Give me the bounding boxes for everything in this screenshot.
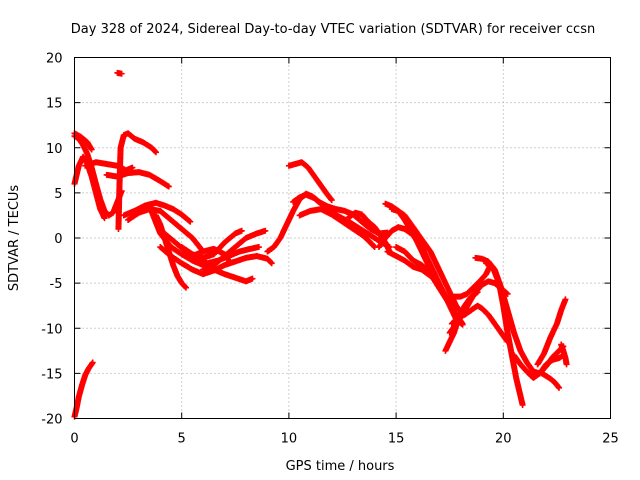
series-arc-16 xyxy=(200,227,269,273)
data-point xyxy=(328,197,335,204)
data-point xyxy=(268,260,275,267)
series-arc-36 xyxy=(534,296,569,368)
series-arc-30 xyxy=(444,262,494,305)
x-tick-label: 10 xyxy=(281,432,298,447)
data-point xyxy=(562,296,569,303)
grid-lines xyxy=(74,57,611,419)
data-point xyxy=(249,275,256,282)
y-axis-label: SDTVAR / TECUs xyxy=(7,185,22,292)
y-tick-labels: -20 -15 -10 -5 0 5 10 15 20 xyxy=(41,52,62,428)
y-tick-label: -15 xyxy=(41,367,62,382)
series-arc-07 xyxy=(115,130,159,232)
data-point xyxy=(152,149,159,156)
data-series xyxy=(71,69,570,420)
y-tick-label: 0 xyxy=(54,232,62,247)
x-tick-label: 5 xyxy=(178,432,186,447)
data-point xyxy=(129,164,136,171)
series-arc-14 xyxy=(157,244,275,278)
series-arc-08 xyxy=(114,69,125,77)
x-tick-label: 20 xyxy=(495,432,512,447)
data-point xyxy=(101,215,108,222)
x-axis-label: GPS time / hours xyxy=(286,459,395,474)
data-point xyxy=(370,243,377,250)
data-point xyxy=(186,217,193,224)
data-point xyxy=(519,401,526,408)
data-point xyxy=(89,359,96,366)
series-arc-19 xyxy=(285,159,335,204)
series-arc-12 xyxy=(146,203,256,285)
y-tick-label: -20 xyxy=(41,413,62,428)
x-tick-labels: 0 5 10 15 20 25 xyxy=(70,432,618,447)
y-tick-label: 20 xyxy=(46,52,63,67)
y-tick-label: -10 xyxy=(41,322,62,337)
series-arc-34 xyxy=(511,352,567,381)
chart-title: Day 328 of 2024, Sidereal Day-to-day VTE… xyxy=(71,22,595,37)
data-point xyxy=(152,148,159,155)
y-tick-label: -5 xyxy=(50,277,63,292)
data-point xyxy=(118,70,125,77)
data-point xyxy=(267,259,274,266)
data-point xyxy=(563,361,570,368)
data-point xyxy=(459,320,466,327)
series-arc-17 xyxy=(189,245,232,264)
y-tick-label: 5 xyxy=(54,187,62,202)
data-point xyxy=(255,244,262,251)
x-tick-label: 0 xyxy=(70,432,78,447)
data-point xyxy=(556,384,563,391)
series-arc-01 xyxy=(71,359,96,420)
y-tick-label: 10 xyxy=(46,142,63,157)
series-arc-31 xyxy=(448,302,511,345)
data-point xyxy=(187,218,194,225)
y-tick-label: 15 xyxy=(46,97,63,112)
data-point xyxy=(238,227,245,234)
data-point xyxy=(182,283,189,290)
series-arc-32 xyxy=(472,254,567,377)
x-tick-label: 25 xyxy=(602,432,619,447)
data-point xyxy=(88,146,95,153)
series-arc-33 xyxy=(483,260,526,408)
series-arc-35 xyxy=(538,370,563,391)
data-point xyxy=(262,227,269,234)
data-point xyxy=(165,183,172,190)
series-arc-37 xyxy=(558,341,570,368)
data-point xyxy=(182,284,189,291)
plot-frame xyxy=(74,57,611,419)
x-tick-label: 15 xyxy=(388,432,405,447)
data-point xyxy=(225,257,232,264)
data-point xyxy=(427,272,434,279)
series-arc-27 xyxy=(384,248,434,279)
series-arc-06 xyxy=(103,169,172,190)
series-arc-21 xyxy=(296,206,378,251)
